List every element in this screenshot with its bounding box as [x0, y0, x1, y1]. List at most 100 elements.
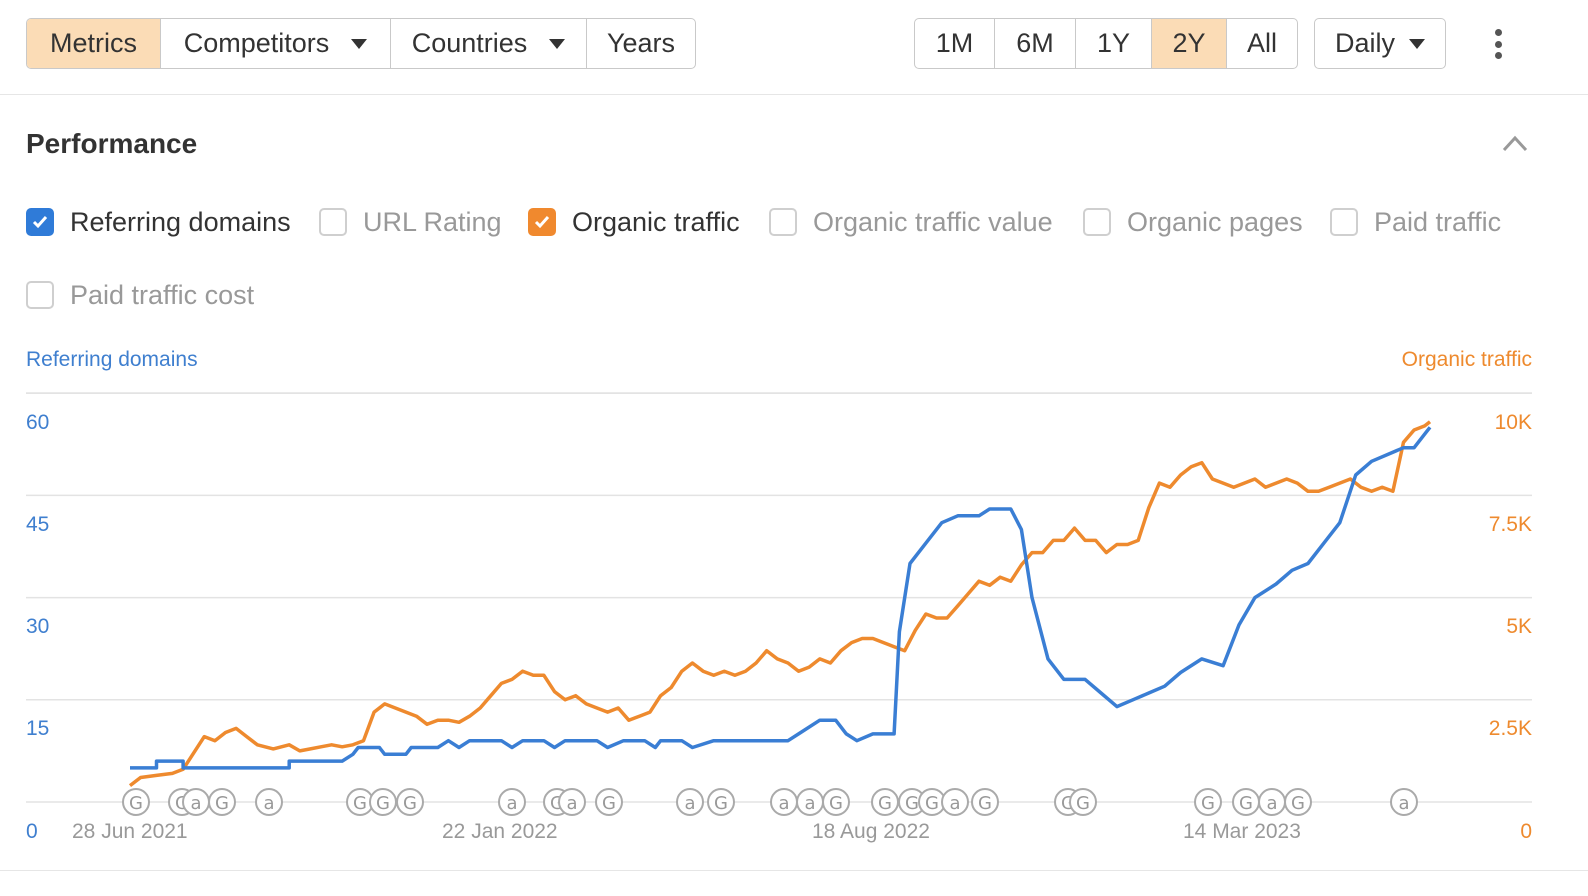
- google-update-marker[interactable]: G: [918, 788, 946, 816]
- svg-text:G: G: [1076, 793, 1090, 814]
- interval-label: Daily: [1335, 28, 1396, 58]
- svg-text:a: a: [684, 793, 695, 814]
- annotation-marker[interactable]: a: [676, 788, 704, 816]
- google-update-marker[interactable]: G: [1284, 788, 1312, 816]
- checkbox-icon[interactable]: [26, 281, 54, 309]
- tab-years[interactable]: Years: [587, 19, 695, 68]
- svg-text:G: G: [1201, 793, 1215, 814]
- x-axis-label: 22 Jan 2022: [442, 820, 558, 843]
- annotation-marker[interactable]: a: [498, 788, 526, 816]
- metric-label: Organic traffic: [572, 206, 740, 237]
- svg-text:a: a: [949, 793, 960, 814]
- google-update-marker[interactable]: G: [208, 788, 236, 816]
- svg-text:a: a: [190, 793, 201, 814]
- annotation-marker[interactable]: a: [1390, 788, 1418, 816]
- view-tabs: Metrics Competitors Countries Years: [26, 18, 696, 69]
- chart-gridlines: [26, 392, 1532, 803]
- google-update-marker[interactable]: G: [396, 788, 424, 816]
- metric-label: Paid traffic: [1374, 206, 1502, 237]
- svg-text:G: G: [925, 793, 939, 814]
- right-tick: 5K: [1506, 615, 1532, 638]
- google-update-marker[interactable]: G: [168, 788, 196, 816]
- checkbox-checked-icon[interactable]: [26, 208, 54, 236]
- annotation-marker[interactable]: a: [558, 788, 586, 816]
- svg-text:a: a: [1398, 793, 1409, 814]
- svg-text:G: G: [829, 793, 843, 814]
- annotation-marker[interactable]: a: [770, 788, 798, 816]
- chevron-up-icon[interactable]: [1502, 134, 1528, 152]
- svg-text:G: G: [878, 793, 892, 814]
- google-update-marker[interactable]: G: [971, 788, 999, 816]
- svg-text:G: G: [353, 793, 367, 814]
- chart-series: [128, 420, 1432, 787]
- annotation-marker[interactable]: a: [941, 788, 969, 816]
- google-update-marker[interactable]: G: [871, 788, 899, 816]
- google-update-marker[interactable]: G: [346, 788, 374, 816]
- left-tick: 0: [26, 820, 38, 843]
- tab-competitors[interactable]: Competitors: [161, 19, 391, 68]
- interval-daily[interactable]: Daily: [1315, 19, 1445, 68]
- right-axis-title: Organic traffic: [1401, 348, 1532, 371]
- tab-metrics[interactable]: Metrics: [27, 19, 161, 68]
- metric-paid-traffic[interactable]: Paid traffic: [1330, 205, 1501, 239]
- google-update-marker[interactable]: G: [707, 788, 735, 816]
- annotation-marker[interactable]: a: [182, 788, 210, 816]
- google-update-marker[interactable]: G: [1232, 788, 1260, 816]
- panel-bottom-divider: [0, 870, 1588, 871]
- range-2y[interactable]: 2Y: [1152, 19, 1227, 68]
- google-update-marker[interactable]: G: [822, 788, 850, 816]
- checkbox-icon[interactable]: [1083, 208, 1111, 236]
- google-update-marker[interactable]: G: [369, 788, 397, 816]
- metric-label: Paid traffic cost: [70, 279, 255, 310]
- checkbox-icon[interactable]: [769, 208, 797, 236]
- annotation-marker[interactable]: a: [255, 788, 283, 816]
- right-tick: 0: [1520, 820, 1532, 843]
- tab-countries[interactable]: Countries: [391, 19, 587, 68]
- range-1m[interactable]: 1M: [915, 19, 995, 68]
- range-1y[interactable]: 1Y: [1076, 19, 1152, 68]
- range-6m[interactable]: 6M: [995, 19, 1076, 68]
- svg-text:a: a: [778, 793, 789, 814]
- right-tick: 7.5K: [1488, 513, 1532, 536]
- google-update-marker[interactable]: G: [1194, 788, 1222, 816]
- google-update-marker[interactable]: G: [595, 788, 623, 816]
- svg-text:G: G: [175, 793, 189, 814]
- more-vertical-icon[interactable]: [1484, 26, 1512, 62]
- svg-text:G: G: [714, 793, 728, 814]
- svg-text:a: a: [1266, 793, 1277, 814]
- range-6m-label: 6M: [1016, 28, 1054, 58]
- tab-countries-label: Countries: [411, 28, 528, 58]
- checkbox-checked-icon[interactable]: [528, 208, 556, 236]
- google-update-marker[interactable]: G: [1069, 788, 1097, 816]
- left-tick: 30: [26, 615, 50, 638]
- annotation-marker[interactable]: a: [1258, 788, 1286, 816]
- left-tick: 45: [26, 513, 50, 536]
- chevron-down-icon: [351, 38, 368, 49]
- metric-paid-traffic-cost[interactable]: Paid traffic cost: [26, 278, 254, 312]
- range-tabs: 1M 6M 1Y 2Y All: [914, 18, 1298, 69]
- tab-years-label: Years: [606, 28, 676, 58]
- google-update-marker[interactable]: G: [1054, 788, 1082, 816]
- range-1y-label: 1Y: [1096, 28, 1131, 58]
- panel-title: Performance: [26, 128, 198, 159]
- metric-organic-pages[interactable]: Organic pages: [1083, 205, 1303, 239]
- svg-text:a: a: [566, 793, 577, 814]
- google-update-marker[interactable]: G: [122, 788, 150, 816]
- google-update-marker[interactable]: G: [898, 788, 926, 816]
- svg-text:G: G: [550, 793, 564, 814]
- checkbox-icon[interactable]: [1330, 208, 1358, 236]
- tab-metrics-label: Metrics: [50, 28, 137, 58]
- interval-select[interactable]: Daily: [1314, 18, 1446, 69]
- svg-text:G: G: [1061, 793, 1075, 814]
- metric-url-rating[interactable]: URL Rating: [319, 205, 502, 239]
- checkbox-icon[interactable]: [319, 208, 347, 236]
- metric-organic-traffic[interactable]: Organic traffic: [528, 205, 740, 239]
- toolbar: Metrics Competitors Countries Years 1M 6…: [0, 0, 1588, 95]
- metric-organic-traffic-value[interactable]: Organic traffic value: [769, 205, 1053, 239]
- range-1m-label: 1M: [935, 28, 974, 58]
- annotation-marker[interactable]: a: [796, 788, 824, 816]
- range-all[interactable]: All: [1227, 19, 1297, 68]
- google-update-marker[interactable]: G: [543, 788, 571, 816]
- metric-referring-domains[interactable]: Referring domains: [26, 205, 291, 239]
